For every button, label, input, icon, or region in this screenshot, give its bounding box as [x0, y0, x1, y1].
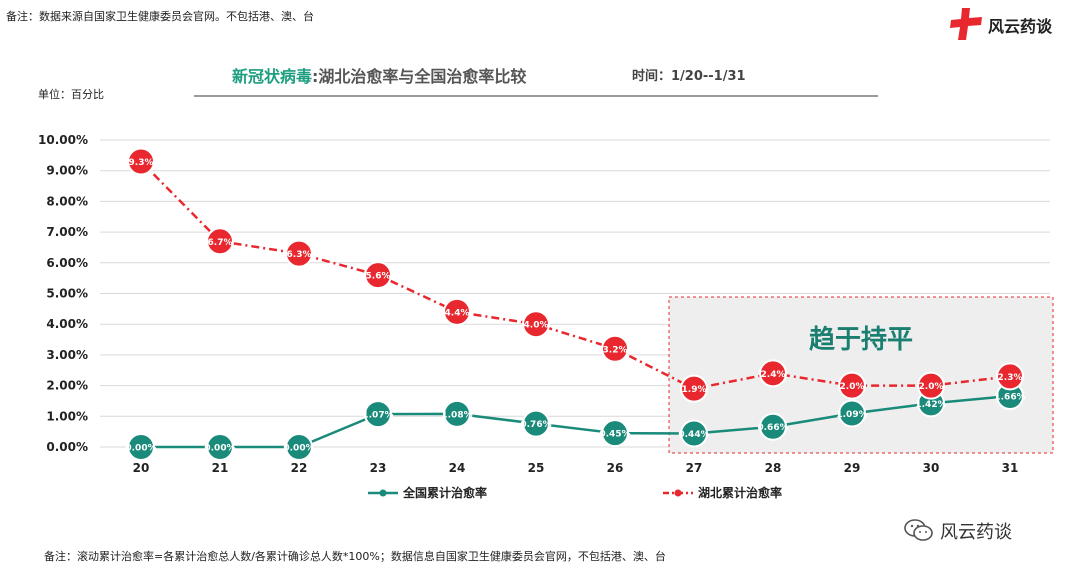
x-tick-label: 30 [923, 461, 940, 475]
chart-title-highlight: 新冠状病毒 [232, 67, 313, 86]
y-tick-label: 3.00% [46, 348, 88, 362]
hubei-data-label: 2.0% [919, 382, 944, 392]
x-tick-label: 27 [686, 461, 703, 475]
hubei-data-point [838, 371, 866, 400]
national-data-label: 1.42% [915, 400, 946, 410]
y-tick-label: 2.00% [46, 379, 88, 393]
national-data-label: 1.07% [362, 411, 393, 421]
x-tick-label: 31 [1002, 461, 1019, 475]
y-tick-label: 7.00% [46, 225, 88, 239]
hubei-data-label: 4.0% [524, 321, 549, 331]
hubei-data-label: 2.3% [998, 373, 1023, 383]
time-range-label: 时间：1/20--1/31 [632, 69, 746, 84]
hubei-data-point [127, 147, 155, 176]
hubei-data-point [996, 362, 1024, 391]
hubei-data-point [206, 227, 234, 256]
brand-logo: 风云药谈 [948, 6, 1076, 42]
national-data-label: 0.00% [283, 444, 314, 454]
chart-title-rest: :湖北治愈率与全国治愈率比较 [312, 67, 527, 86]
hubei-data-point [285, 239, 313, 268]
national-data-point [759, 412, 787, 441]
y-tick-label: 4.00% [46, 317, 88, 331]
national-data-point [838, 399, 866, 428]
national-data-label: 1.08% [441, 410, 472, 420]
national-data-label: 0.44% [678, 430, 709, 440]
hubei-data-label: 3.2% [603, 345, 628, 355]
legend-national-label: 全国累计治愈率 [402, 485, 487, 500]
national-data-point [680, 419, 708, 448]
unit-label: 单位：百分比 [38, 88, 104, 101]
national-data-point [127, 433, 155, 461]
x-tick-label: 20 [133, 461, 150, 475]
national-data-label: 0.76% [520, 420, 551, 430]
x-tick-label: 28 [765, 461, 782, 475]
national-data-point [443, 399, 471, 428]
national-data-label: 0.45% [599, 430, 630, 440]
x-tick-label: 24 [449, 461, 466, 475]
watermark-text: 风云药谈 [940, 522, 1012, 543]
wechat-icon [904, 518, 934, 542]
hubei-data-label: 5.6% [366, 272, 391, 282]
x-tick-label: 26 [607, 461, 624, 475]
chart-title: 新冠状病毒:湖北治愈率与全国治愈率比较 [232, 63, 526, 87]
red-cross-logo-icon [950, 8, 982, 40]
national-data-label: 1.66% [994, 393, 1025, 403]
legend-hubei-label: 湖北累计治愈率 [698, 485, 782, 500]
hubei-data-label: 9.3% [129, 158, 154, 168]
x-tick-label: 21 [212, 461, 229, 475]
title-divider [194, 95, 878, 97]
highlight-annotation: 趋于持平 [809, 325, 913, 355]
y-tick-label: 8.00% [46, 194, 88, 208]
hubei-data-label: 1.9% [682, 385, 707, 395]
hubei-data-point [522, 310, 550, 339]
hubei-data-point [364, 261, 392, 290]
x-tick-label: 22 [291, 461, 308, 475]
hubei-data-label: 6.3% [287, 250, 312, 260]
national-data-label: 0.66% [757, 423, 788, 433]
hubei-data-point [917, 371, 945, 400]
y-tick-label: 0.00% [46, 440, 88, 454]
hubei-data-point [601, 334, 629, 363]
national-data-label: 1.09% [836, 410, 867, 420]
x-tick-label: 29 [844, 461, 861, 475]
hubei-data-label: 4.4% [445, 308, 470, 318]
national-data-point [364, 400, 392, 429]
national-data-label: 0.00% [125, 444, 156, 454]
bottom-formula-note: 备注：滚动累计治愈率=各累计治愈总人数/各累计确诊总人数*100%；数据信息自国… [44, 550, 666, 563]
legend-hubei-marker [674, 489, 682, 497]
x-tick-label: 23 [370, 461, 387, 475]
hubei-data-point [759, 359, 787, 388]
hubei-data-label: 6.7% [208, 238, 233, 248]
y-tick-label: 10.00% [38, 133, 88, 147]
hubei-data-point [680, 374, 708, 403]
hubei-data-point [443, 297, 471, 326]
hubei-data-label: 2.4% [761, 370, 786, 380]
national-data-point [206, 433, 234, 461]
national-data-point [285, 433, 313, 461]
national-data-label: 0.00% [204, 444, 235, 454]
hubei-data-label: 2.0% [840, 382, 865, 392]
brand-logo-text: 风云药谈 [988, 17, 1053, 36]
y-tick-label: 1.00% [46, 409, 88, 423]
y-tick-label: 6.00% [46, 256, 88, 270]
legend-national-marker [379, 489, 387, 497]
y-tick-label: 9.00% [46, 164, 88, 178]
x-tick-label: 25 [528, 461, 545, 475]
y-tick-label: 5.00% [46, 287, 88, 301]
national-data-point [522, 409, 550, 438]
national-data-point [601, 419, 629, 448]
top-source-note: 备注：数据来源自国家卫生健康委员会官网。不包括港、澳、台 [6, 10, 314, 23]
